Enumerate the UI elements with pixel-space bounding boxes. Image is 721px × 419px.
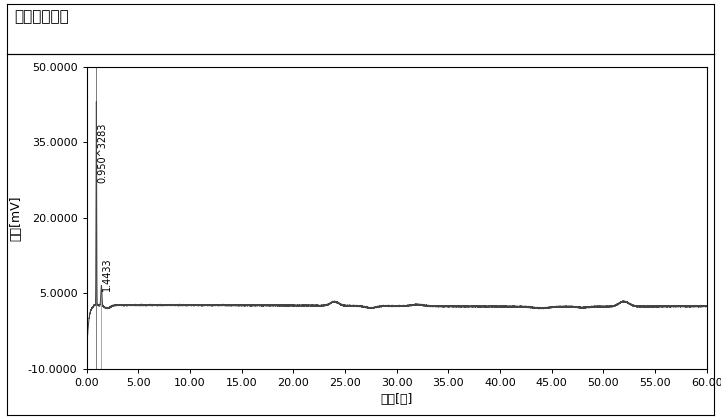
Y-axis label: 전압[mV]: 전압[mV] — [9, 195, 22, 241]
Text: 1.4433: 1.4433 — [102, 257, 112, 291]
X-axis label: 시간[분]: 시간[분] — [381, 393, 412, 406]
Text: 0.950^3283: 0.950^3283 — [97, 122, 107, 183]
Text: 크로마토그램: 크로마토그램 — [14, 9, 69, 24]
